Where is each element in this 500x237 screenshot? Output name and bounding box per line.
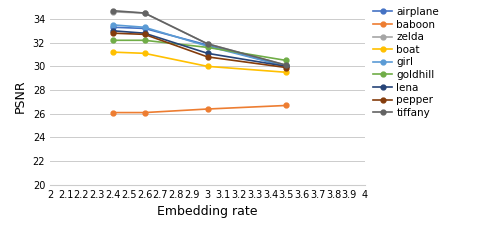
pepper bbox=[204, 55, 210, 58]
airplane bbox=[283, 65, 289, 68]
tiffany bbox=[110, 9, 116, 12]
baboon bbox=[204, 108, 210, 110]
Line: lena: lena bbox=[110, 28, 288, 69]
pepper bbox=[142, 33, 148, 36]
lena bbox=[283, 65, 289, 68]
Y-axis label: PSNR: PSNR bbox=[14, 79, 27, 113]
baboon bbox=[283, 104, 289, 107]
Line: baboon: baboon bbox=[110, 103, 288, 115]
boat bbox=[204, 65, 210, 68]
airplane bbox=[142, 27, 148, 30]
Line: zelda: zelda bbox=[110, 9, 288, 68]
girl bbox=[142, 26, 148, 29]
lena bbox=[142, 32, 148, 35]
boat bbox=[142, 52, 148, 55]
Line: pepper: pepper bbox=[110, 31, 288, 70]
Legend: airplane, baboon, zelda, boat, girl, goldhill, lena, pepper, tiffany: airplane, baboon, zelda, boat, girl, gol… bbox=[374, 7, 439, 118]
pepper bbox=[110, 32, 116, 35]
boat bbox=[110, 51, 116, 54]
goldhill bbox=[110, 39, 116, 42]
lena bbox=[204, 52, 210, 55]
zelda bbox=[110, 10, 116, 13]
Line: goldhill: goldhill bbox=[110, 38, 288, 63]
Line: girl: girl bbox=[110, 23, 288, 69]
airplane bbox=[110, 26, 116, 29]
girl bbox=[204, 45, 210, 48]
tiffany bbox=[204, 42, 210, 45]
boat bbox=[283, 71, 289, 74]
baboon bbox=[142, 111, 148, 114]
Line: boat: boat bbox=[110, 50, 288, 75]
airplane bbox=[204, 44, 210, 46]
X-axis label: Embedding rate: Embedding rate bbox=[157, 205, 258, 218]
zelda bbox=[204, 42, 210, 45]
goldhill bbox=[142, 39, 148, 42]
lena bbox=[110, 29, 116, 32]
girl bbox=[283, 65, 289, 68]
tiffany bbox=[142, 12, 148, 14]
goldhill bbox=[283, 59, 289, 62]
baboon bbox=[110, 111, 116, 114]
tiffany bbox=[283, 64, 289, 67]
pepper bbox=[283, 66, 289, 69]
goldhill bbox=[204, 46, 210, 49]
zelda bbox=[283, 64, 289, 67]
Line: airplane: airplane bbox=[110, 25, 288, 69]
Line: tiffany: tiffany bbox=[110, 8, 288, 68]
girl bbox=[110, 23, 116, 26]
zelda bbox=[142, 12, 148, 14]
